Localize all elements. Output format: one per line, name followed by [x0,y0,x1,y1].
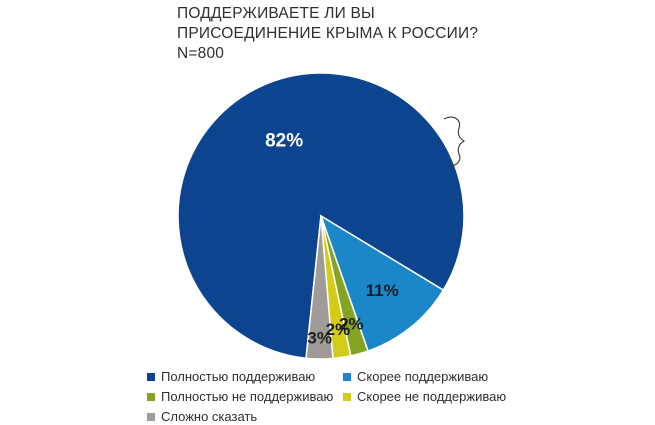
legend-swatch [343,372,351,381]
legend-item-hard-to-say: Сложно сказать [147,408,343,425]
legend-label: Сложно сказать [161,409,258,424]
pie-slice-rather-support [319,214,445,353]
legend-swatch [147,372,155,381]
legend-item-rather-support: Скорее поддерживаю [343,368,543,385]
legend-label: Полностью поддерживаю [161,369,316,384]
legend-label: Полностью не поддерживаю [161,389,334,404]
slice-label-hard-to-say: 3% [307,328,332,347]
legend-swatch [147,412,155,421]
chart-title: ПОДДЕРЖИВАЕТЕ ЛИ ВЫ ПРИСОЕДИНЕНИЕ КРЫМА … [177,4,478,64]
legend-item-fully-support: Полностью поддерживаю [147,368,343,385]
pie-slice-hard-to-say [305,215,334,360]
title-line-1: ПОДДЕРЖИВАЕТЕ ЛИ ВЫ [177,5,375,22]
legend: Полностью поддерживаю Скорее поддерживаю П… [147,368,543,425]
slice-label-fully-oppose: 2% [339,314,364,333]
legend-swatch [147,392,155,401]
slice-label-rather-oppose: 2% [326,320,351,339]
slice-label-rather-support: 11% [366,281,399,300]
title-line-3: N=800 [177,45,225,62]
legend-label: Скорее не поддерживаю [357,389,507,404]
bracket-annotation [443,116,466,166]
title-line-2: ПРИСОЕДИНЕНИЕ КРЫМА К РОССИИ? [177,25,479,42]
legend-label: Скорее поддерживаю [357,369,489,384]
slice-label-fully-support: 82% [265,131,303,152]
legend-swatch [343,392,351,401]
legend-item-rather-oppose: Скорее не поддерживаю [343,388,543,405]
pie-chart: 82%11%2%2%3% [177,72,466,360]
legend-item-fully-oppose: Полностью не поддерживаю [147,388,343,405]
